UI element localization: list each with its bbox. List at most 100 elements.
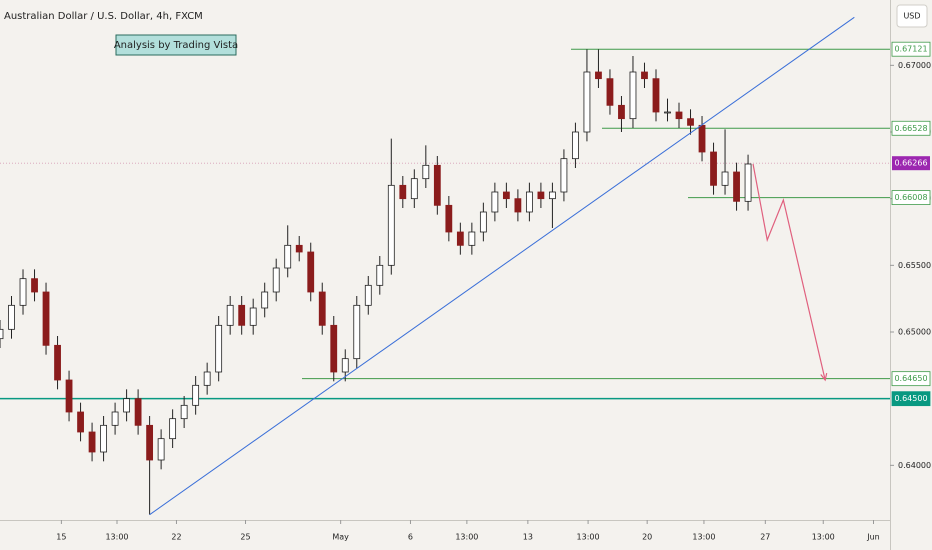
y-tick-label: 0.65500 (898, 261, 931, 270)
candle-body (226, 304, 234, 326)
candle-body (456, 231, 464, 246)
x-tick-label: 13:00 (812, 533, 835, 542)
candle-body (284, 244, 292, 269)
level-label-box (891, 41, 931, 57)
x-tick-label: 20 (642, 533, 652, 542)
level-label: 0.64650 (894, 374, 927, 383)
candle-body (537, 191, 545, 200)
candle-body (100, 424, 107, 453)
candle-body (65, 379, 73, 413)
candle-body (123, 398, 130, 413)
candle-body (249, 307, 257, 326)
candle-body (353, 304, 361, 360)
candle-body (572, 131, 579, 160)
candle-body (433, 164, 441, 206)
y-tick-label: 0.64000 (898, 461, 931, 470)
projection-arrowhead (820, 373, 828, 382)
x-tick-label: 13:00 (105, 533, 128, 542)
candle-body (560, 158, 568, 193)
candle-body (675, 111, 683, 120)
candle-body (422, 164, 430, 180)
currency-button[interactable] (896, 4, 928, 28)
x-tick-label: 6 (408, 533, 413, 542)
candle-body (514, 198, 522, 213)
candle-body (203, 371, 211, 386)
candle-body (134, 398, 142, 426)
candle-body (341, 358, 349, 373)
candle-body (330, 324, 338, 373)
candle-body (238, 304, 246, 326)
candle-body (8, 304, 15, 330)
candle-body (549, 191, 556, 200)
projection-path (752, 163, 826, 381)
candle-body (629, 71, 637, 120)
candle-body (595, 71, 602, 80)
candle-body (272, 267, 280, 293)
candle-body (468, 231, 476, 246)
annotation-box (115, 34, 237, 56)
trend-line (149, 16, 855, 516)
candle-body (445, 204, 453, 233)
x-tick-label: 13:00 (577, 533, 600, 542)
candle-body (376, 264, 384, 286)
candle-body (525, 191, 533, 213)
candle-body (180, 404, 188, 420)
candle-body (169, 418, 177, 440)
candle-body (721, 171, 729, 186)
candle-body (77, 411, 84, 433)
x-tick-label: 15 (56, 533, 66, 542)
candle-body (146, 424, 154, 461)
candle-body (387, 184, 395, 266)
candle-body (318, 291, 326, 326)
candle-body (157, 438, 165, 461)
candle-body (641, 71, 648, 80)
candle-body (687, 118, 694, 126)
candle-body (583, 71, 591, 133)
x-tick-label: 25 (240, 533, 250, 542)
candle-body (88, 431, 96, 453)
candle-body (618, 104, 625, 120)
chart-title: Australian Dollar / U.S. Dollar, 4h, FXC… (4, 11, 203, 22)
candle-body (192, 384, 200, 406)
x-tick-label: 22 (171, 533, 181, 542)
level-label: 0.66008 (894, 193, 927, 202)
x-tick-label: 13:00 (455, 533, 478, 542)
candle-body (744, 163, 752, 202)
candle-body (479, 211, 487, 233)
last-price-box (892, 156, 930, 171)
level-label-box (891, 391, 931, 407)
candle-body (698, 124, 706, 153)
candle-body (42, 291, 50, 346)
level-label-box (891, 190, 931, 206)
y-tick-label: 0.65000 (898, 328, 931, 337)
level-label: 0.64500 (894, 394, 927, 403)
candle-body (295, 244, 303, 253)
candle-body (111, 411, 119, 426)
y-tick-label: 0.67000 (898, 61, 931, 70)
candle-body (502, 191, 510, 200)
candle-body (606, 78, 614, 106)
candle-body (364, 284, 372, 306)
candle-body (54, 344, 61, 381)
level-label: 0.66528 (894, 124, 927, 133)
x-tick-label: May (332, 533, 349, 542)
candle-body (307, 251, 315, 293)
currency[interactable]: USD (903, 12, 920, 21)
annotation: Analysis by Trading Vista (114, 40, 238, 51)
x-tick-label: Jun (866, 533, 880, 542)
candle-body (733, 171, 740, 202)
candle-body (710, 151, 717, 186)
candle-body (410, 178, 418, 200)
candle-body (31, 278, 38, 293)
candle-body (399, 184, 407, 200)
last-price-label: 0.66266 (894, 159, 927, 168)
candle-body (19, 278, 27, 306)
candle-body (652, 78, 660, 113)
level-label: 0.67121 (894, 45, 927, 54)
level-label-box (891, 371, 931, 387)
candle-body (0, 328, 4, 340)
candle-body (215, 324, 223, 373)
x-tick-label: 13 (523, 533, 533, 542)
